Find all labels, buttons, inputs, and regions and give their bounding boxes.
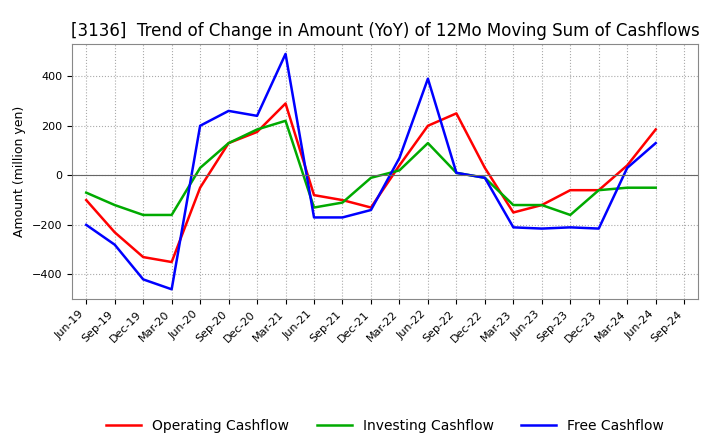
- Investing Cashflow: [452, 170, 461, 176]
- Operating Cashflow: [452, 111, 461, 116]
- Operating Cashflow: [480, 165, 489, 171]
- Operating Cashflow: [509, 210, 518, 215]
- Legend: Operating Cashflow, Investing Cashflow, Free Cashflow: Operating Cashflow, Investing Cashflow, …: [101, 413, 670, 438]
- Free Cashflow: [480, 175, 489, 180]
- Investing Cashflow: [253, 127, 261, 132]
- Investing Cashflow: [167, 213, 176, 218]
- Operating Cashflow: [110, 230, 119, 235]
- Operating Cashflow: [537, 202, 546, 208]
- Operating Cashflow: [423, 123, 432, 128]
- Operating Cashflow: [366, 205, 375, 210]
- Investing Cashflow: [82, 190, 91, 195]
- Investing Cashflow: [423, 140, 432, 146]
- Investing Cashflow: [480, 175, 489, 180]
- Investing Cashflow: [366, 175, 375, 180]
- Investing Cashflow: [595, 187, 603, 193]
- Operating Cashflow: [196, 185, 204, 191]
- Operating Cashflow: [167, 260, 176, 265]
- Investing Cashflow: [338, 200, 347, 205]
- Operating Cashflow: [652, 127, 660, 132]
- Free Cashflow: [537, 226, 546, 231]
- Operating Cashflow: [623, 163, 631, 168]
- Free Cashflow: [225, 108, 233, 114]
- Operating Cashflow: [310, 192, 318, 198]
- Free Cashflow: [623, 165, 631, 171]
- Investing Cashflow: [282, 118, 290, 124]
- Title: [3136]  Trend of Change in Amount (YoY) of 12Mo Moving Sum of Cashflows: [3136] Trend of Change in Amount (YoY) o…: [71, 22, 700, 40]
- Line: Free Cashflow: Free Cashflow: [86, 54, 656, 289]
- Investing Cashflow: [395, 168, 404, 173]
- Line: Investing Cashflow: Investing Cashflow: [86, 121, 656, 215]
- Y-axis label: Amount (million yen): Amount (million yen): [13, 106, 26, 237]
- Investing Cashflow: [509, 202, 518, 208]
- Free Cashflow: [282, 51, 290, 57]
- Free Cashflow: [253, 113, 261, 118]
- Operating Cashflow: [395, 163, 404, 168]
- Free Cashflow: [196, 123, 204, 128]
- Free Cashflow: [338, 215, 347, 220]
- Investing Cashflow: [110, 202, 119, 208]
- Free Cashflow: [595, 226, 603, 231]
- Free Cashflow: [110, 242, 119, 247]
- Free Cashflow: [423, 76, 432, 81]
- Free Cashflow: [652, 140, 660, 146]
- Free Cashflow: [566, 225, 575, 230]
- Investing Cashflow: [537, 202, 546, 208]
- Operating Cashflow: [338, 198, 347, 203]
- Free Cashflow: [139, 277, 148, 282]
- Free Cashflow: [452, 170, 461, 176]
- Free Cashflow: [509, 225, 518, 230]
- Operating Cashflow: [253, 129, 261, 135]
- Operating Cashflow: [282, 101, 290, 106]
- Free Cashflow: [366, 207, 375, 213]
- Investing Cashflow: [225, 140, 233, 146]
- Operating Cashflow: [139, 254, 148, 260]
- Operating Cashflow: [225, 140, 233, 146]
- Free Cashflow: [310, 215, 318, 220]
- Investing Cashflow: [196, 165, 204, 171]
- Operating Cashflow: [566, 187, 575, 193]
- Line: Operating Cashflow: Operating Cashflow: [86, 103, 656, 262]
- Investing Cashflow: [652, 185, 660, 191]
- Investing Cashflow: [139, 213, 148, 218]
- Investing Cashflow: [623, 185, 631, 191]
- Free Cashflow: [167, 286, 176, 292]
- Investing Cashflow: [566, 213, 575, 218]
- Free Cashflow: [82, 222, 91, 227]
- Operating Cashflow: [595, 187, 603, 193]
- Investing Cashflow: [310, 205, 318, 210]
- Operating Cashflow: [82, 198, 91, 203]
- Free Cashflow: [395, 155, 404, 161]
